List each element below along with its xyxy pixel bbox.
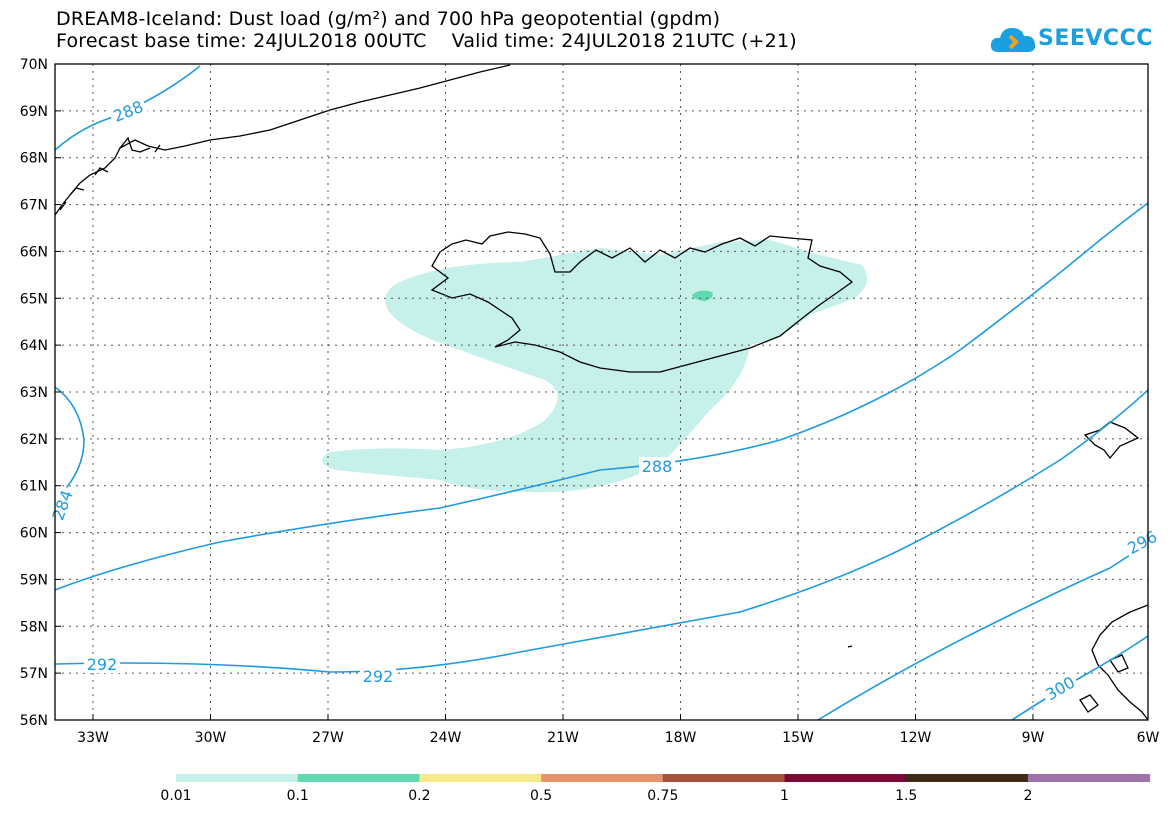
lat-label: 64N xyxy=(20,338,48,354)
seevccc-logo: SEEVCCC xyxy=(990,22,1152,56)
contour-288-north xyxy=(54,65,201,151)
lat-label: 67N xyxy=(20,198,48,214)
colorbar-swatch xyxy=(176,774,299,782)
lat-label: 69N xyxy=(20,104,48,120)
contour-label: 288 xyxy=(639,457,675,476)
svg-text:292: 292 xyxy=(363,667,394,686)
colorbar-label: 1.5 xyxy=(895,788,917,804)
graticule xyxy=(55,64,1148,720)
contour-label: 288 xyxy=(107,95,149,127)
contour-label: 284 xyxy=(47,485,77,525)
colorbar-swatch xyxy=(541,774,664,782)
colorbar-swatch xyxy=(1027,774,1151,782)
contour-label: 292 xyxy=(360,667,396,686)
lat-label: 56N xyxy=(20,713,48,729)
map-subtitle: Forecast base time: 24JUL2018 00UTC Vali… xyxy=(56,30,797,52)
colorbar-swatch xyxy=(419,774,542,782)
lon-label: 27W xyxy=(312,730,344,746)
contour-label: 300 xyxy=(1039,671,1081,705)
contour-296 xyxy=(817,542,1149,721)
faroe-coastline xyxy=(1083,421,1140,460)
lon-label: 9W xyxy=(1022,730,1045,746)
greenland-fjords xyxy=(59,136,161,211)
svg-text:292: 292 xyxy=(87,655,118,674)
lat-label: 62N xyxy=(20,432,48,448)
contour-label: 296 xyxy=(1121,525,1163,559)
lat-label: 57N xyxy=(20,666,48,682)
lat-label: 59N xyxy=(20,572,48,588)
coastlines xyxy=(54,64,1149,721)
scotland-islands xyxy=(847,645,1129,713)
lat-label: 63N xyxy=(20,385,48,401)
colorbar-label: 0.2 xyxy=(408,788,430,804)
longitude-labels: 33W 30W 27W 24W 21W 18W 15W 12W 9W 6W xyxy=(77,714,1160,746)
lon-label: 30W xyxy=(195,730,227,746)
lat-label: 61N xyxy=(20,479,48,495)
lat-label: 65N xyxy=(20,291,48,307)
greenland-coastline xyxy=(54,64,511,216)
colorbar-swatch xyxy=(784,774,907,782)
colorbar: 0.01 0.1 0.2 0.5 0.75 1 1.5 2 xyxy=(160,774,1151,804)
cloud-icon xyxy=(990,28,1036,52)
colorbar-label: 0.75 xyxy=(647,788,678,804)
svg-text:288: 288 xyxy=(642,457,673,476)
lon-label: 18W xyxy=(665,730,697,746)
lat-label: 66N xyxy=(20,244,48,260)
contour-labels: 288 288 284 292 292 300 296 xyxy=(47,95,1163,705)
colorbar-swatch xyxy=(297,774,420,782)
lon-label: 33W xyxy=(77,730,109,746)
lat-label: 68N xyxy=(20,151,48,167)
colorbar-swatch xyxy=(906,774,1029,782)
contour-292 xyxy=(54,389,1149,673)
scotland-coastline xyxy=(1091,604,1149,721)
lat-label: 60N xyxy=(20,526,48,542)
contour-label: 292 xyxy=(84,655,120,674)
colorbar-label: 0.01 xyxy=(160,788,191,804)
lon-label: 21W xyxy=(547,730,579,746)
colorbar-swatch xyxy=(662,774,785,782)
latitude-labels: 70N 69N 68N 67N 66N 65N 64N 63N 62N 61N 60N 59N 58N 5… xyxy=(20,57,61,729)
lon-label: 15W xyxy=(782,730,814,746)
colorbar-label: 1 xyxy=(780,788,789,804)
lat-label: 58N xyxy=(20,619,48,635)
logo-text: SEEVCCC xyxy=(1038,26,1153,51)
contour-284 xyxy=(54,386,85,506)
lon-label: 12W xyxy=(900,730,932,746)
contour-300 xyxy=(1011,635,1149,721)
colorbar-label: 2 xyxy=(1023,788,1032,804)
lon-label: 24W xyxy=(430,730,462,746)
map-title: DREAM8-Iceland: Dust load (g/m²) and 700… xyxy=(56,8,721,30)
svg-text:284: 284 xyxy=(48,488,76,523)
colorbar-label: 0.5 xyxy=(530,788,552,804)
lat-label: 70N xyxy=(20,57,48,73)
lon-label: 6W xyxy=(1137,730,1160,746)
colorbar-label: 0.1 xyxy=(287,788,309,804)
